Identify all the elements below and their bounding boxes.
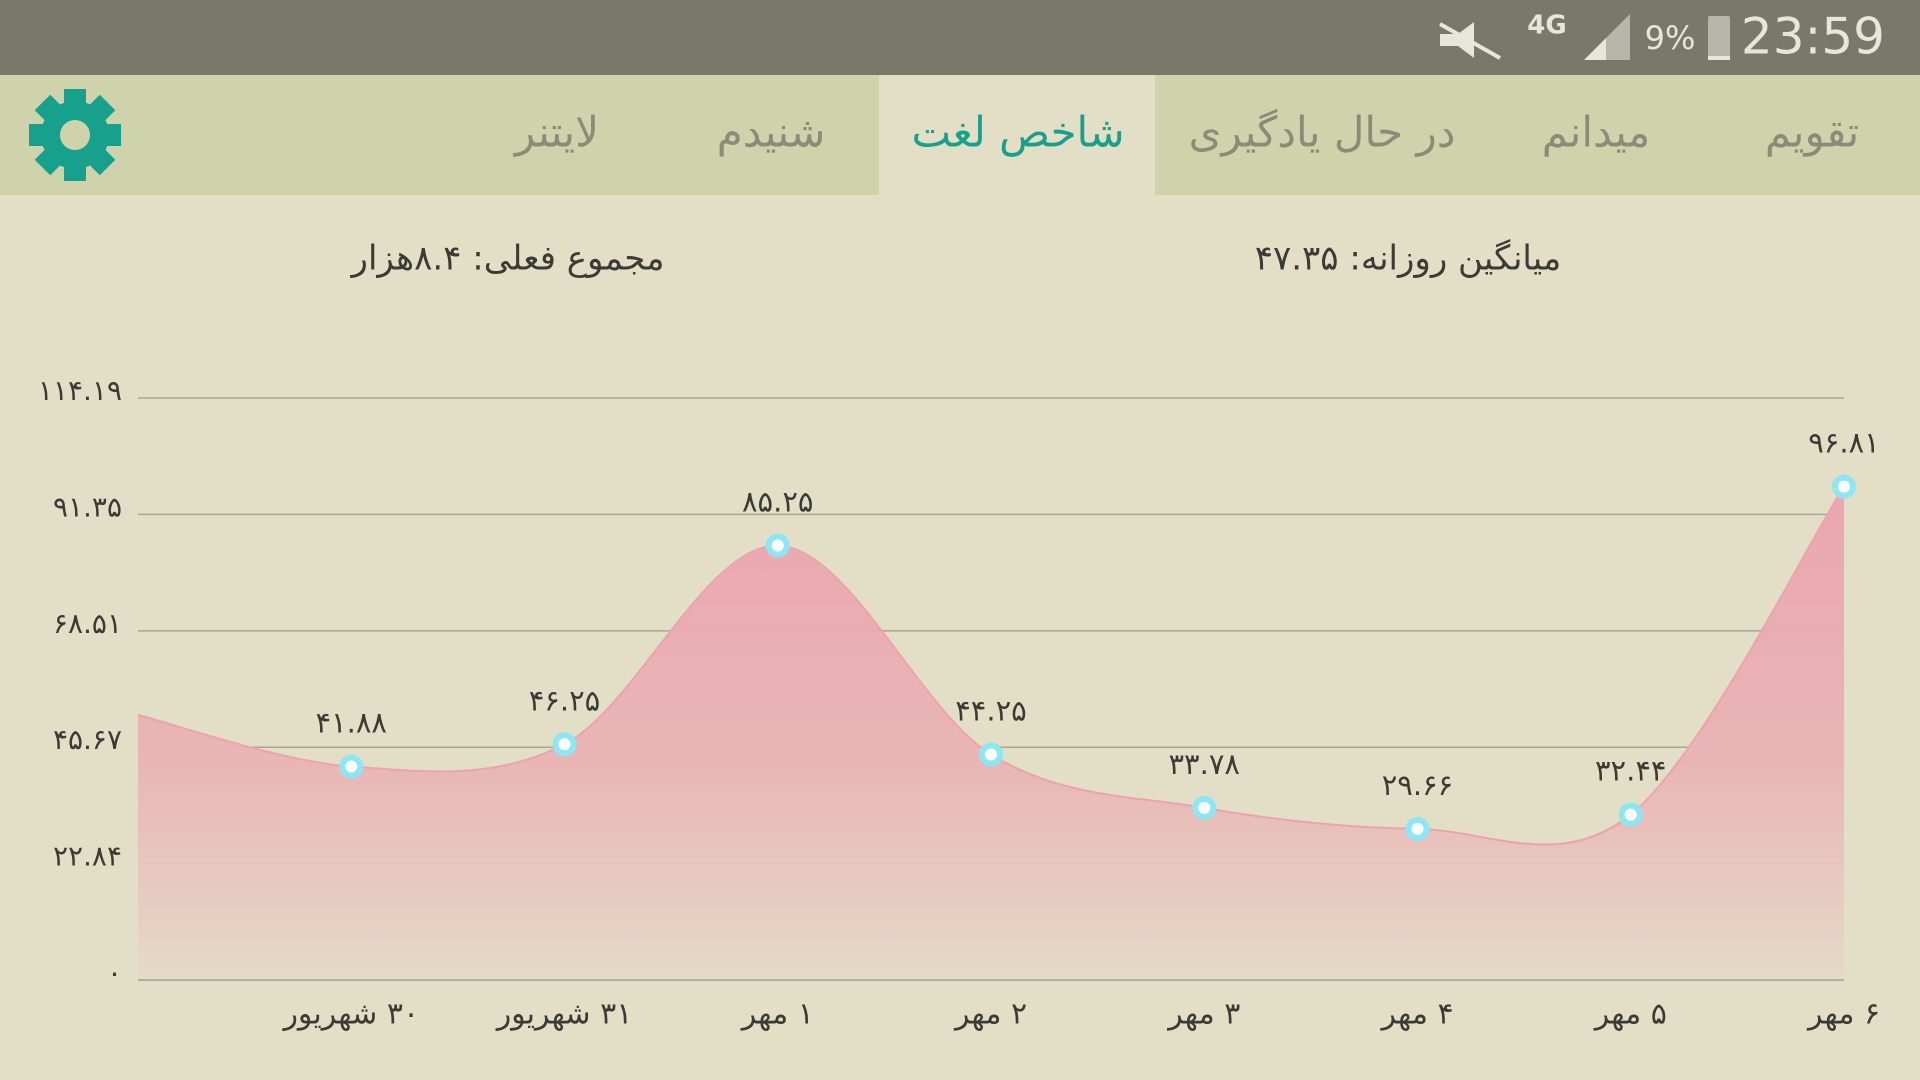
data-point bbox=[979, 742, 1003, 767]
data-point bbox=[1192, 795, 1217, 820]
data-point bbox=[1832, 474, 1856, 499]
tab[interactable]: میدانم bbox=[1542, 108, 1651, 158]
data-label: ۸۵.۲۵ bbox=[742, 485, 814, 519]
signal-level bbox=[1584, 38, 1606, 60]
data-label: ۹۶.۸۱ bbox=[1808, 426, 1880, 460]
network-type: 4G bbox=[1527, 11, 1566, 41]
tab[interactable]: لایتنر bbox=[513, 108, 599, 157]
tab-active[interactable]: شاخص لغت bbox=[911, 108, 1124, 157]
battery-icon bbox=[1708, 16, 1730, 60]
tab[interactable]: در حال یادگیری bbox=[1189, 108, 1456, 157]
area bbox=[138, 486, 1844, 980]
y-tick-label: ۲۲.۸۴ bbox=[53, 840, 122, 873]
status-icons bbox=[1439, 14, 1730, 60]
data-point bbox=[339, 754, 364, 779]
x-tick-label: ۴ مهر bbox=[1379, 997, 1453, 1032]
battery-level bbox=[1708, 56, 1730, 60]
x-tick-label: ۶ مهر bbox=[1806, 997, 1880, 1032]
y-tick-label: ۶۸.۵۱ bbox=[53, 607, 122, 640]
status-bar bbox=[0, 0, 1920, 75]
y-tick-label: ۰ bbox=[107, 956, 122, 989]
daily-average: میانگین روزانه: ۴۷.۳۵ bbox=[1255, 239, 1562, 279]
clock: 23:59 bbox=[1741, 8, 1885, 66]
tab[interactable]: شنیدم bbox=[717, 108, 826, 157]
x-tick-label: ۳۰ شهریور bbox=[281, 997, 419, 1032]
y-tick-label: ۴۵.۶۷ bbox=[53, 723, 122, 756]
data-label: ۴۱.۸۸ bbox=[315, 706, 387, 740]
battery-percent: 9% bbox=[1645, 19, 1696, 57]
data-point bbox=[1405, 816, 1430, 841]
current-total: مجموع فعلی: ۸.۴هزار bbox=[350, 239, 665, 279]
data-label: ۳۲.۴۴ bbox=[1595, 754, 1667, 788]
data-label: ۴۴.۲۵ bbox=[955, 693, 1027, 727]
data-label: ۳۳.۷۸ bbox=[1168, 747, 1240, 781]
x-tick-label: ۳۱ شهریور bbox=[495, 997, 633, 1032]
tab[interactable]: تقویم bbox=[1765, 108, 1859, 158]
settings-button[interactable] bbox=[29, 89, 121, 181]
data-label: ۴۶.۲۵ bbox=[529, 683, 601, 717]
data-label: ۲۹.۶۶ bbox=[1382, 768, 1454, 802]
x-tick-label: ۵ مهر bbox=[1593, 997, 1667, 1032]
tab-selected-bg bbox=[879, 75, 1155, 195]
chart: ۰ ۲۲.۸۴ ۴۵.۶۷ ۶۸.۵۱ ۹۱.۳۵ ۱۱۴.۱۹ ۳۰ شهریور ۴۱.۸… bbox=[38, 374, 1880, 1032]
data-point bbox=[1618, 802, 1643, 827]
data-point bbox=[552, 732, 577, 757]
y-tick-label: ۱۱۴.۱۹ bbox=[38, 374, 122, 407]
data-point bbox=[765, 533, 790, 558]
mute-icon bbox=[1440, 22, 1474, 58]
gear-hole bbox=[60, 120, 90, 150]
x-tick-label: ۲ مهر bbox=[953, 997, 1027, 1032]
x-tick-label: ۳ مهر bbox=[1166, 997, 1240, 1032]
y-tick-label: ۹۱.۳۵ bbox=[53, 490, 122, 523]
mute-slash bbox=[1439, 22, 1501, 60]
x-tick-label: ۱ مهر bbox=[740, 997, 814, 1032]
